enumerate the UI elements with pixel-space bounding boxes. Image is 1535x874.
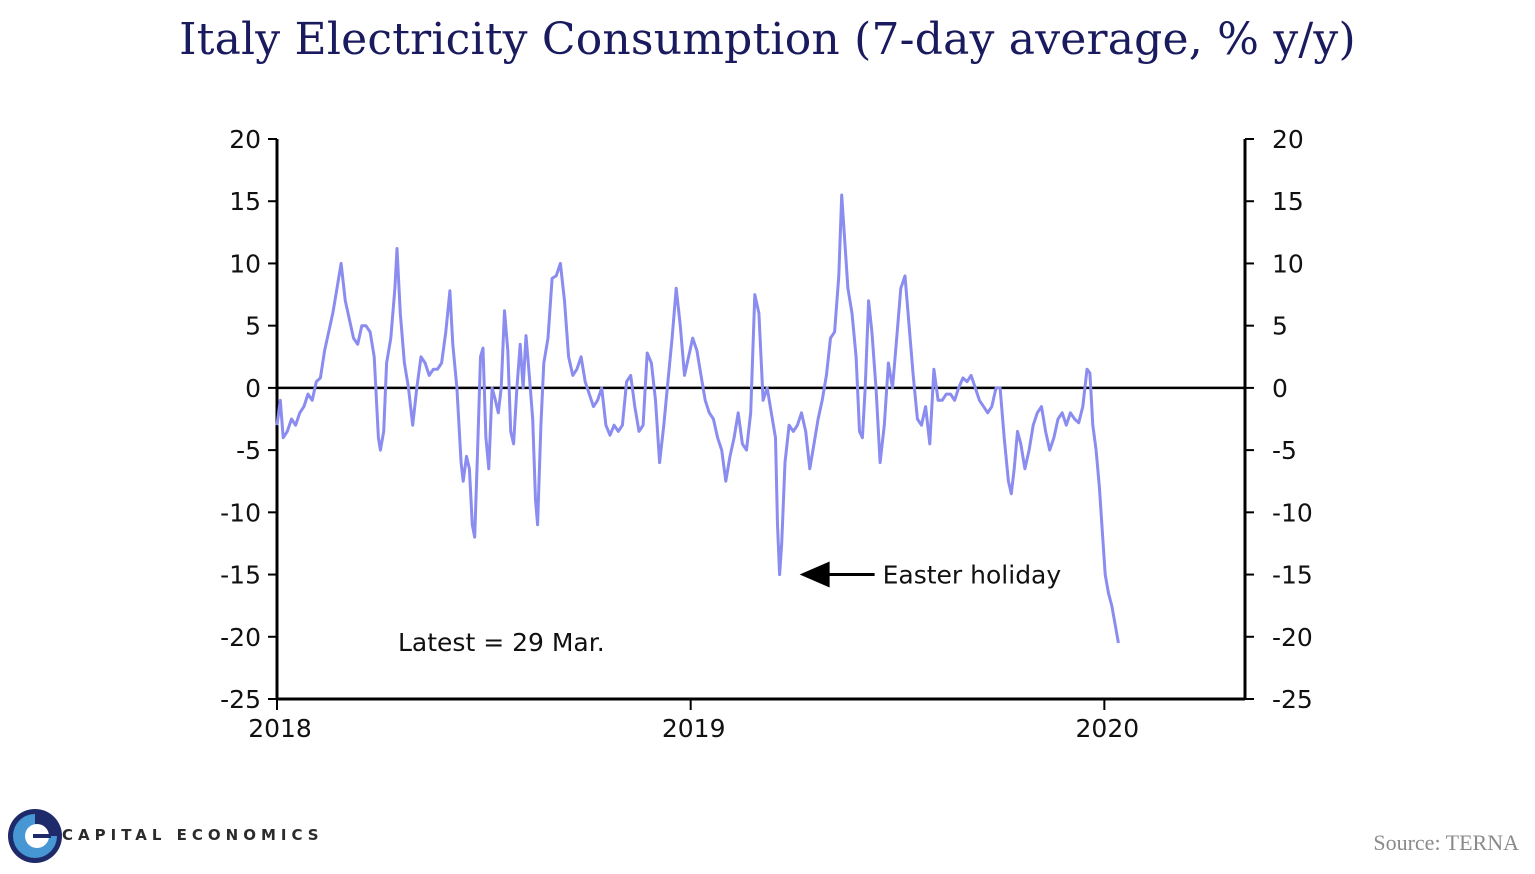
y-tick-label-left: -10: [220, 498, 261, 527]
y-tick-label-left: 5: [245, 312, 261, 341]
y-tick-label-left: -25: [220, 685, 261, 714]
y-tick-label-right: -5: [1272, 436, 1297, 465]
y-tick-label-right: 15: [1272, 187, 1304, 216]
latest-annotation-label: Latest = 29 Mar.: [398, 628, 605, 657]
y-tick-label-left: 10: [229, 249, 261, 278]
y-tick-label-right: -10: [1272, 498, 1313, 527]
brand-name: CAPITAL ECONOMICS: [62, 826, 324, 844]
chart-title: Italy Electricity Consumption (7-day ave…: [179, 14, 1356, 65]
y-tick-label-right: -15: [1272, 561, 1313, 590]
y-tick-label-right: 10: [1272, 249, 1304, 278]
y-tick-label-right: 0: [1272, 374, 1288, 403]
capital-economics-logo-icon: [8, 809, 62, 863]
y-tick-label-left: -5: [236, 436, 261, 465]
y-tick-label-right: -25: [1272, 685, 1313, 714]
y-tick-label-left: -20: [220, 623, 261, 652]
y-tick-label-right: 20: [1272, 125, 1304, 154]
y-tick-label-left: 15: [229, 187, 261, 216]
x-tick-label: 2019: [662, 714, 726, 743]
source-note: Source: TERNA: [1373, 830, 1519, 855]
y-tick-label-left: 0: [245, 374, 261, 403]
easter-arrow-head: [799, 561, 830, 588]
y-tick-label-right: -20: [1272, 623, 1313, 652]
x-tick-label: 2020: [1076, 714, 1140, 743]
x-tick-label: 2018: [248, 714, 312, 743]
y-tick-label-left: 20: [229, 125, 261, 154]
y-tick-label-left: -15: [220, 561, 261, 590]
series-line: [275, 193, 1120, 644]
easter-annotation-label: Easter holiday: [883, 561, 1062, 590]
y-tick-label-right: 5: [1272, 312, 1288, 341]
